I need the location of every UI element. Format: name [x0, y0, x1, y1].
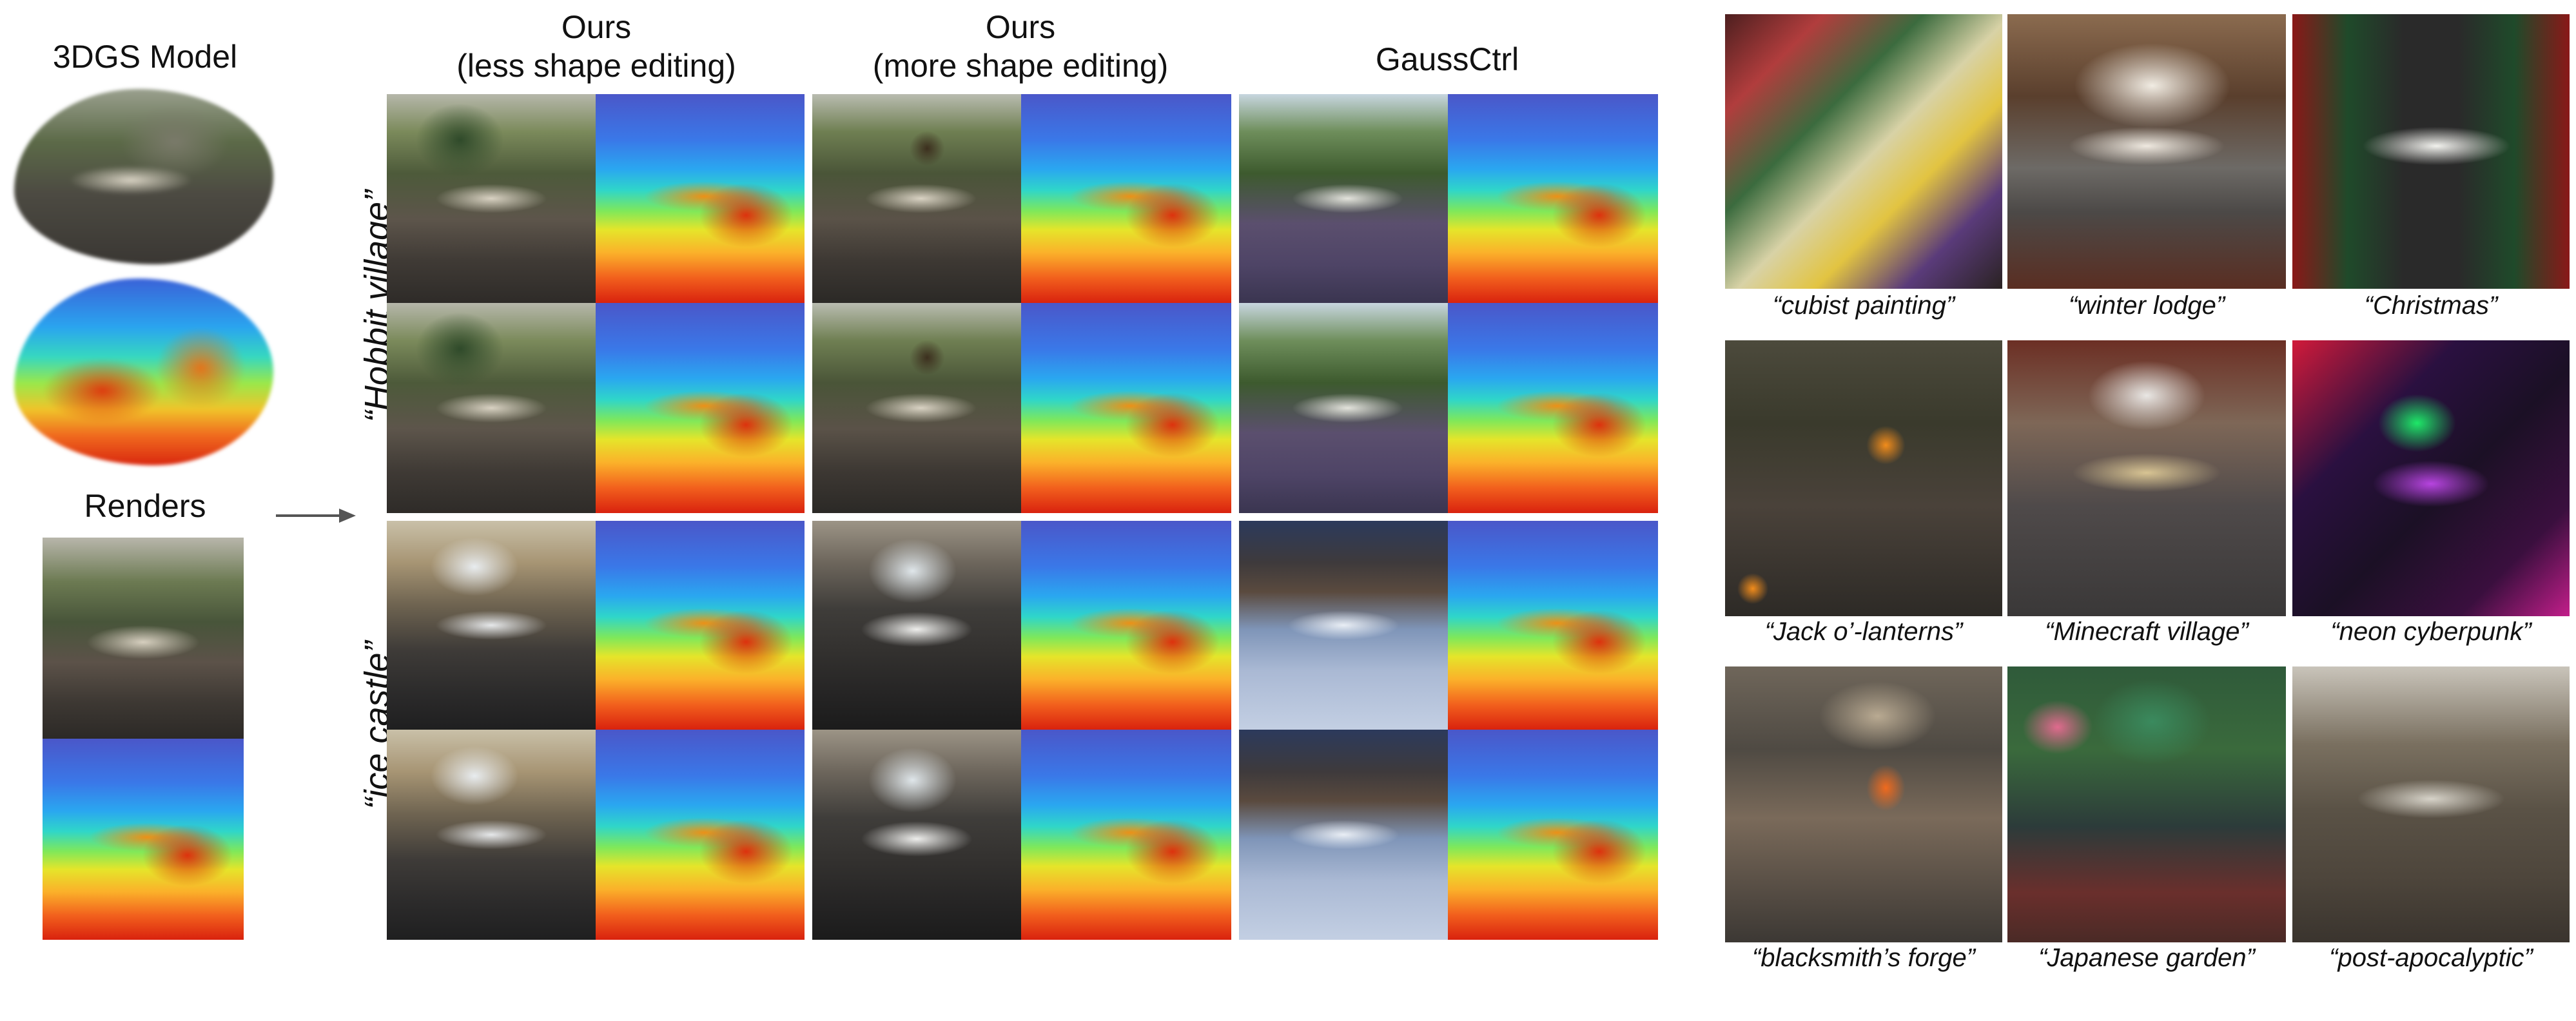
hobbit-ours-more-rgb-1	[812, 94, 1021, 303]
gallery-caption-japanese-garden: “Japanese garden”	[2038, 944, 2255, 972]
model-title: 3DGS Model	[52, 39, 238, 75]
gallery-image-winter-lodge	[2007, 14, 2286, 289]
arrow-line	[276, 514, 340, 517]
column-header-ours-more-line1: Ours	[985, 9, 1056, 45]
hobbit-ours-more-depth-1	[1021, 94, 1231, 303]
render-rgb-image	[43, 538, 244, 739]
render-depth-image	[43, 739, 244, 940]
3dgs-model-depth-image	[14, 278, 273, 465]
renders-title: Renders	[84, 488, 206, 524]
hobbit-ours-less-rgb-1	[387, 94, 596, 303]
ice-ours-more-depth-2	[1021, 730, 1231, 940]
column-header-ours-less: Ours (less shape editing)	[387, 8, 806, 85]
gallery-image-post-apocalyptic	[2292, 666, 2570, 942]
hobbit-gaussctrl-depth-2	[1448, 303, 1658, 513]
arrow-head-icon	[339, 509, 356, 523]
ice-ours-less-rgb-2	[387, 730, 596, 940]
hobbit-ours-less-depth-2	[596, 303, 805, 513]
gallery-caption-christmas: “Christmas”	[2364, 291, 2498, 320]
hobbit-ours-more-rgb-2	[812, 303, 1021, 513]
gallery-caption-post-apocalyptic: “post-apocalyptic”	[2329, 944, 2533, 972]
ice-gaussctrl-depth-2	[1448, 730, 1658, 940]
column-header-gaussctrl: GaussCtrl	[1375, 41, 1519, 77]
hobbit-gaussctrl-rgb-2	[1239, 303, 1448, 513]
gallery-image-cubist-painting	[1725, 14, 2002, 289]
ice-ours-more-rgb-1	[812, 521, 1021, 730]
ice-ours-more-rgb-2	[812, 730, 1021, 940]
ice-ours-more-depth-1	[1021, 521, 1231, 730]
gallery-caption-jack-o-lanterns: “Jack o’-lanterns”	[1764, 617, 1963, 646]
ice-ours-less-depth-2	[596, 730, 805, 940]
hobbit-gaussctrl-depth-1	[1448, 94, 1658, 303]
gallery-image-minecraft-village	[2007, 340, 2286, 616]
ice-ours-less-depth-1	[596, 521, 805, 730]
3dgs-model-rgb-image	[14, 89, 273, 264]
hobbit-ours-more-depth-2	[1021, 303, 1231, 513]
column-header-ours-more: Ours (more shape editing)	[810, 8, 1231, 85]
gallery-caption-blacksmiths-forge: “blacksmith’s forge”	[1751, 944, 1976, 972]
gallery-caption-cubist-painting: “cubist painting”	[1772, 291, 1955, 320]
ice-gaussctrl-rgb-1	[1239, 521, 1448, 730]
gallery-caption-minecraft-village: “Minecraft village”	[2045, 617, 2249, 646]
gallery-image-jack-o-lanterns	[1725, 340, 2002, 616]
column-header-ours-less-line2: (less shape editing)	[456, 48, 736, 84]
column-header-ours-more-line2: (more shape editing)	[872, 48, 1169, 84]
hobbit-ours-less-depth-1	[596, 94, 805, 303]
gallery-caption-neon-cyberpunk: “neon cyberpunk”	[2330, 617, 2532, 646]
hobbit-ours-less-rgb-2	[387, 303, 596, 513]
hobbit-gaussctrl-rgb-1	[1239, 94, 1448, 303]
ice-gaussctrl-rgb-2	[1239, 730, 1448, 940]
gallery-image-christmas	[2292, 14, 2570, 289]
gallery-image-japanese-garden	[2007, 666, 2286, 942]
gallery-caption-winter-lodge: “winter lodge”	[2068, 291, 2225, 320]
column-header-ours-less-line1: Ours	[561, 9, 632, 45]
gallery-image-neon-cyberpunk	[2292, 340, 2570, 616]
gallery-image-blacksmiths-forge	[1725, 666, 2002, 942]
ice-ours-less-rgb-1	[387, 521, 596, 730]
ice-gaussctrl-depth-1	[1448, 521, 1658, 730]
